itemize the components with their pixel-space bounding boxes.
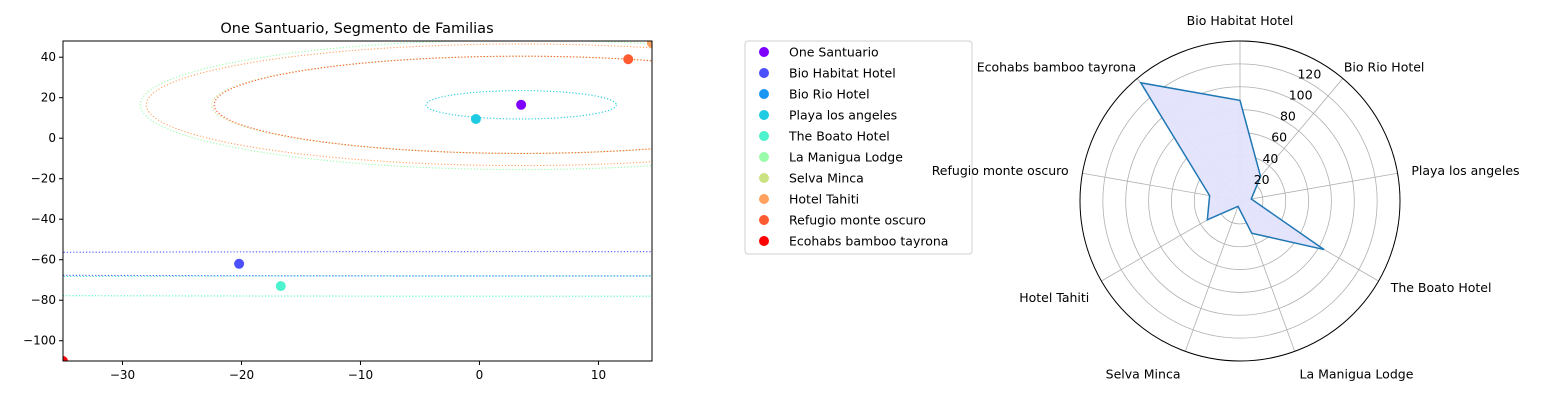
radar-polygon-layer — [1139, 81, 1325, 251]
scatter-point-3 — [470, 113, 481, 124]
y-tick-label-5: 0 — [48, 131, 56, 145]
orbit-5 — [139, 41, 652, 171]
y-tick-label-3: −40 — [31, 212, 56, 226]
legend-marker-6 — [759, 173, 769, 183]
y-axis: −100 −80 −60 −40 −20 0 20 40 — [23, 50, 63, 348]
legend-label-3: Playa los angeles — [789, 108, 897, 123]
radar-category-label-6: Hotel Tahiti — [1019, 290, 1089, 305]
legend-marker-1 — [759, 68, 769, 78]
orbit-1 — [63, 251, 652, 277]
scatter-point-7 — [647, 41, 652, 49]
y-tick-label-2: −60 — [31, 253, 56, 267]
radar-rtick-label-5: 120 — [1297, 66, 1321, 81]
radar-category-label-3: The Boato Hotel — [1390, 280, 1492, 295]
legend-marker-8 — [759, 215, 769, 225]
scatter-point-9 — [63, 356, 68, 361]
y-tick-label-0: −100 — [23, 334, 56, 348]
legend-marker-4 — [759, 131, 769, 141]
radar-spoke-5 — [1184, 200, 1241, 352]
x-axis: −30 −20 −10 0 10 — [110, 361, 606, 382]
legend-label-7: Hotel Tahiti — [789, 192, 859, 207]
y-tick-label-7: 40 — [41, 50, 56, 64]
legend-label-8: Refugio monte oscuro — [789, 213, 926, 228]
legend-marker-9 — [759, 236, 769, 246]
y-tick-label-4: −20 — [31, 172, 56, 186]
radar-rtick-label-2: 60 — [1271, 130, 1287, 145]
radar-rtick-label-4: 100 — [1289, 87, 1313, 102]
orbit-3 — [425, 90, 617, 120]
plot-frame — [62, 40, 653, 362]
x-tick-label-3: 0 — [476, 368, 484, 382]
radar-category-label-0: Bio Habitat Hotel — [1187, 13, 1294, 28]
point-layer — [63, 41, 652, 361]
orbit-4 — [63, 275, 652, 297]
x-tick-label-0: −30 — [110, 368, 135, 382]
legend-marker-2 — [759, 89, 769, 99]
radar-outer-ring — [1079, 40, 1401, 362]
radar-category-label-1: Bio Rio Hotel — [1344, 60, 1425, 75]
y-tick-label-1: −80 — [31, 293, 56, 307]
scatter-point-4 — [275, 281, 286, 292]
radar-category-label-5: Selva Minca — [1106, 367, 1181, 382]
scatter-title: One Santuario, Segmento de Familias — [220, 21, 493, 37]
legend-marker-3 — [759, 110, 769, 120]
radar-rtick-label-3: 80 — [1280, 109, 1296, 124]
legend: One Santuario Bio Habitat Hotel Bio Rio Ho… — [744, 40, 973, 255]
radar-category-label-2: Playa los angeles — [1411, 163, 1519, 178]
legend-items: One Santuario Bio Habitat Hotel Bio Rio Ho… — [759, 45, 948, 249]
legend-label-5: La Manigua Lodge — [789, 150, 903, 165]
radar-category-label-7: Refugio monte oscuro — [932, 163, 1069, 178]
legend-label-6: Selva Minca — [789, 171, 864, 186]
legend-frame — [744, 40, 973, 255]
radar-rtick-label-1: 40 — [1262, 151, 1278, 166]
legend-marker-0 — [759, 47, 769, 57]
x-tick-label-4: 10 — [591, 368, 606, 382]
radar-spoke-2 — [1239, 172, 1398, 202]
legend-marker-5 — [759, 152, 769, 162]
legend-label-4: The Boato Hotel — [788, 129, 890, 144]
radar-category-label-4: La Manigua Lodge — [1300, 367, 1414, 382]
scatter-point-0 — [516, 99, 527, 110]
scatter-point-8 — [623, 54, 634, 65]
scatter-chart: One Santuario, Segmento de Familias −30−… — [23, 21, 653, 382]
radar-chart: Bio Habitat Hotel Bio Rio Hotel Playa los … — [932, 13, 1520, 382]
legend-label-0: One Santuario — [789, 45, 879, 60]
orbit-7 — [145, 43, 652, 167]
radar-polygon — [1139, 81, 1325, 251]
legend-label-9: Ecohabs bamboo tayrona — [789, 234, 948, 249]
x-tick-label-2: −10 — [348, 368, 373, 382]
orbit-8 — [213, 55, 652, 154]
x-tick-label-1: −20 — [229, 368, 254, 382]
scatter-point-1 — [234, 258, 245, 269]
legend-label-2: Bio Rio Hotel — [789, 87, 870, 102]
y-tick-label-6: 20 — [41, 91, 56, 105]
radar-radial-ticks: 20 40 60 80 100 120 — [1254, 66, 1322, 187]
radar-category-labels: Bio Habitat Hotel Bio Rio Hotel Playa los … — [932, 13, 1520, 382]
orbit-layer — [63, 41, 652, 297]
radar-rtick-label-0: 20 — [1254, 172, 1270, 187]
radar-category-label-8: Ecohabs bamboo tayrona — [977, 60, 1136, 75]
legend-label-1: Bio Habitat Hotel — [789, 66, 896, 81]
legend-marker-7 — [759, 194, 769, 204]
